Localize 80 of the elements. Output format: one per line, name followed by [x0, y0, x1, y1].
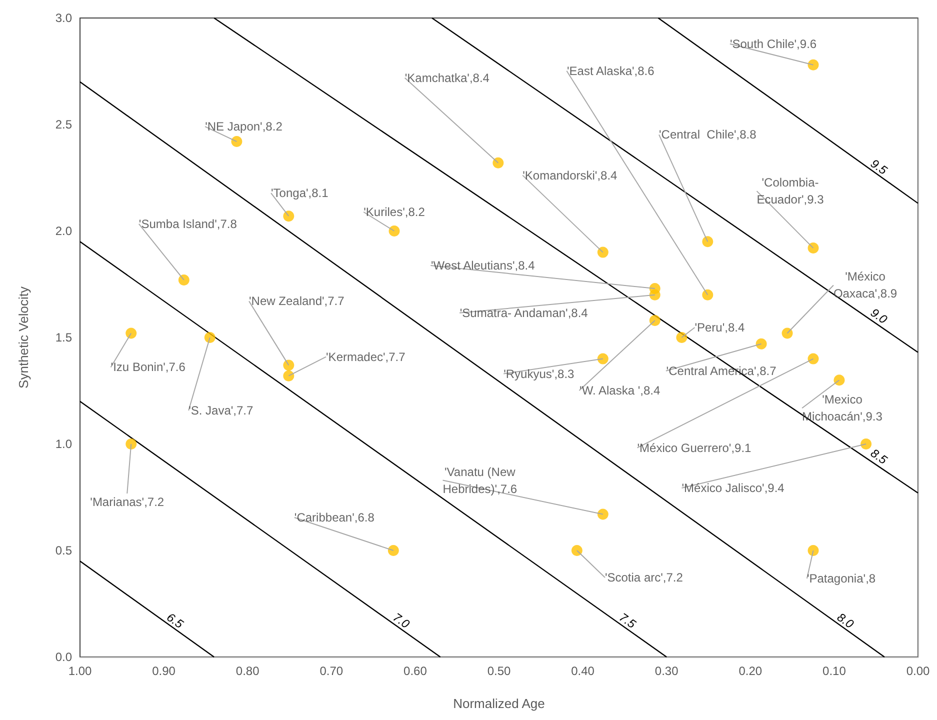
point — [126, 328, 137, 339]
y-tick-label: 2.0 — [55, 224, 72, 238]
point — [649, 314, 660, 326]
x-tick-label: 0.80 — [236, 664, 260, 678]
x-tick-label: 0.90 — [152, 664, 176, 678]
text: 8.5 — [868, 446, 890, 468]
annotation: 'Marianas',7.2 — [90, 495, 164, 509]
y-tick-label: 1.5 — [55, 330, 72, 344]
x-tick-label: 0.50 — [487, 664, 511, 678]
annotation: 'S. Java',7.7 — [188, 404, 254, 418]
annotation: 'México Jalisco',9.4 — [682, 481, 785, 495]
x-tick-label: 0.30 — [654, 664, 679, 678]
point — [834, 374, 845, 386]
text: 7.5 — [616, 610, 639, 632]
annotation: 'Patagonia',8 — [806, 572, 876, 586]
annotation: 'Mexico Michoacán',9.3 — [802, 392, 883, 424]
annotation: 'Izu Bonin',7.6 — [110, 360, 186, 374]
point — [571, 545, 582, 556]
annotation: 'Scotia arc',7.2 — [604, 570, 684, 584]
y-tick-label: 0.0 — [55, 650, 72, 664]
annotation: 'México Oaxaca',8.9 — [833, 270, 898, 301]
x-tick-label: 0.20 — [738, 664, 762, 678]
text: 6.5 — [164, 610, 186, 632]
point — [756, 338, 767, 350]
y-tick-label: 3.0 — [55, 11, 72, 25]
y-tick-label: 0.5 — [55, 544, 72, 558]
x-tick-label: 0.60 — [404, 664, 428, 678]
point — [808, 353, 819, 364]
annotation: 'Komandorski',8.4 — [522, 168, 618, 182]
point — [178, 274, 190, 286]
annotation: 'Peru',8.4 — [694, 320, 745, 334]
annotation: 'East Alaska',8.6 — [567, 64, 655, 78]
annotation: 'South Chile',9.6 — [730, 36, 817, 51]
y-axis-title: Synthetic Velocity — [16, 286, 31, 388]
annotation: 'Ryukyus',8.3 — [504, 366, 575, 381]
annotation: 'New Zealand',7.7 — [249, 294, 345, 308]
text: 7.0 — [390, 610, 412, 632]
point — [808, 545, 819, 556]
point — [388, 226, 400, 236]
annotation: 'Kermadec',7.7 — [326, 350, 406, 364]
y-tick-label: 1.0 — [55, 437, 72, 451]
point — [597, 353, 608, 364]
point — [860, 438, 872, 450]
text: 8.0 — [834, 610, 857, 632]
annotation: 'Caribbean',6.8 — [294, 510, 375, 524]
point — [676, 332, 688, 343]
x-tick-label: 0.70 — [320, 664, 344, 678]
x-tick-label: 0.40 — [571, 664, 595, 678]
point — [649, 289, 660, 300]
x-tick-label: 0.00 — [906, 664, 930, 678]
annotation: 'NE Japon',8.2 — [205, 120, 283, 134]
point — [231, 136, 242, 148]
point — [283, 370, 294, 382]
point — [283, 360, 294, 371]
annotation: 'Sumba Island',7.8 — [138, 216, 238, 231]
point — [782, 328, 793, 339]
point — [492, 157, 504, 168]
x-axis-title: Normalized Age — [453, 696, 545, 711]
point — [126, 438, 137, 450]
annotation: 'W. Alaska ',8.4 — [580, 383, 660, 398]
point — [808, 242, 819, 254]
point — [702, 289, 714, 300]
point — [597, 508, 608, 520]
y-tick-label: 2.5 — [55, 118, 72, 132]
x-tick-label: 1.00 — [68, 664, 92, 678]
x-tick-label: 0.10 — [822, 664, 846, 678]
annotation: 'Sumatra- Andaman',8.4 — [460, 306, 588, 320]
annotation: 'Kamchatka',8.4 — [404, 70, 490, 85]
text: 9.0 — [868, 305, 890, 327]
annotation: 'Kuriles',8.2 — [364, 205, 426, 219]
annotation: 'México Guerrero',9.1 — [637, 440, 752, 455]
annotation: 'Tonga',8.1 — [271, 186, 329, 200]
point — [283, 210, 294, 222]
point — [702, 236, 714, 248]
point — [808, 59, 819, 70]
point — [204, 332, 216, 343]
text: 9.5 — [868, 156, 890, 178]
point — [597, 246, 608, 258]
annotation: 'Central Chile',8.8 — [659, 128, 757, 142]
point — [388, 545, 399, 556]
